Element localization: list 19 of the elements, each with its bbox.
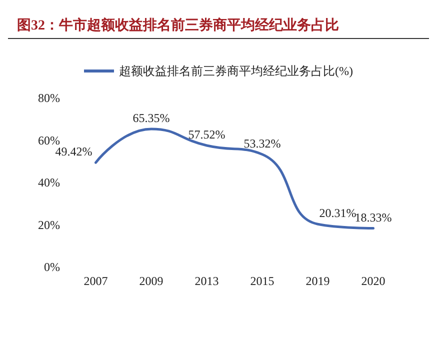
x-tick-label: 2009 bbox=[139, 274, 164, 288]
x-tick-label: 2013 bbox=[194, 274, 219, 288]
x-tick-label: 2015 bbox=[250, 274, 274, 288]
data-label: 57.52% bbox=[188, 127, 226, 142]
data-label: 18.33% bbox=[354, 210, 392, 224]
chart-title: 图32：牛市超额收益排名前三券商平均经纪业务占比 bbox=[17, 16, 339, 34]
data-label: 49.42% bbox=[55, 144, 92, 159]
legend-label: 超额收益排名前三券商平均经纪业务占比(%) bbox=[119, 64, 354, 78]
y-tick-label: 80% bbox=[38, 91, 60, 105]
data-label: 53.32% bbox=[244, 136, 281, 150]
x-tick-label: 2019 bbox=[306, 274, 330, 288]
x-tick-label: 2007 bbox=[84, 274, 108, 288]
data-label: 65.35% bbox=[132, 110, 170, 125]
y-tick-label: 20% bbox=[38, 218, 60, 232]
y-tick-label: 60% bbox=[38, 133, 60, 148]
x-tick-label: 2020 bbox=[361, 274, 386, 288]
y-tick-label: 0% bbox=[44, 260, 60, 274]
y-tick-label: 40% bbox=[38, 176, 60, 190]
data-label: 20.31% bbox=[319, 206, 356, 220]
